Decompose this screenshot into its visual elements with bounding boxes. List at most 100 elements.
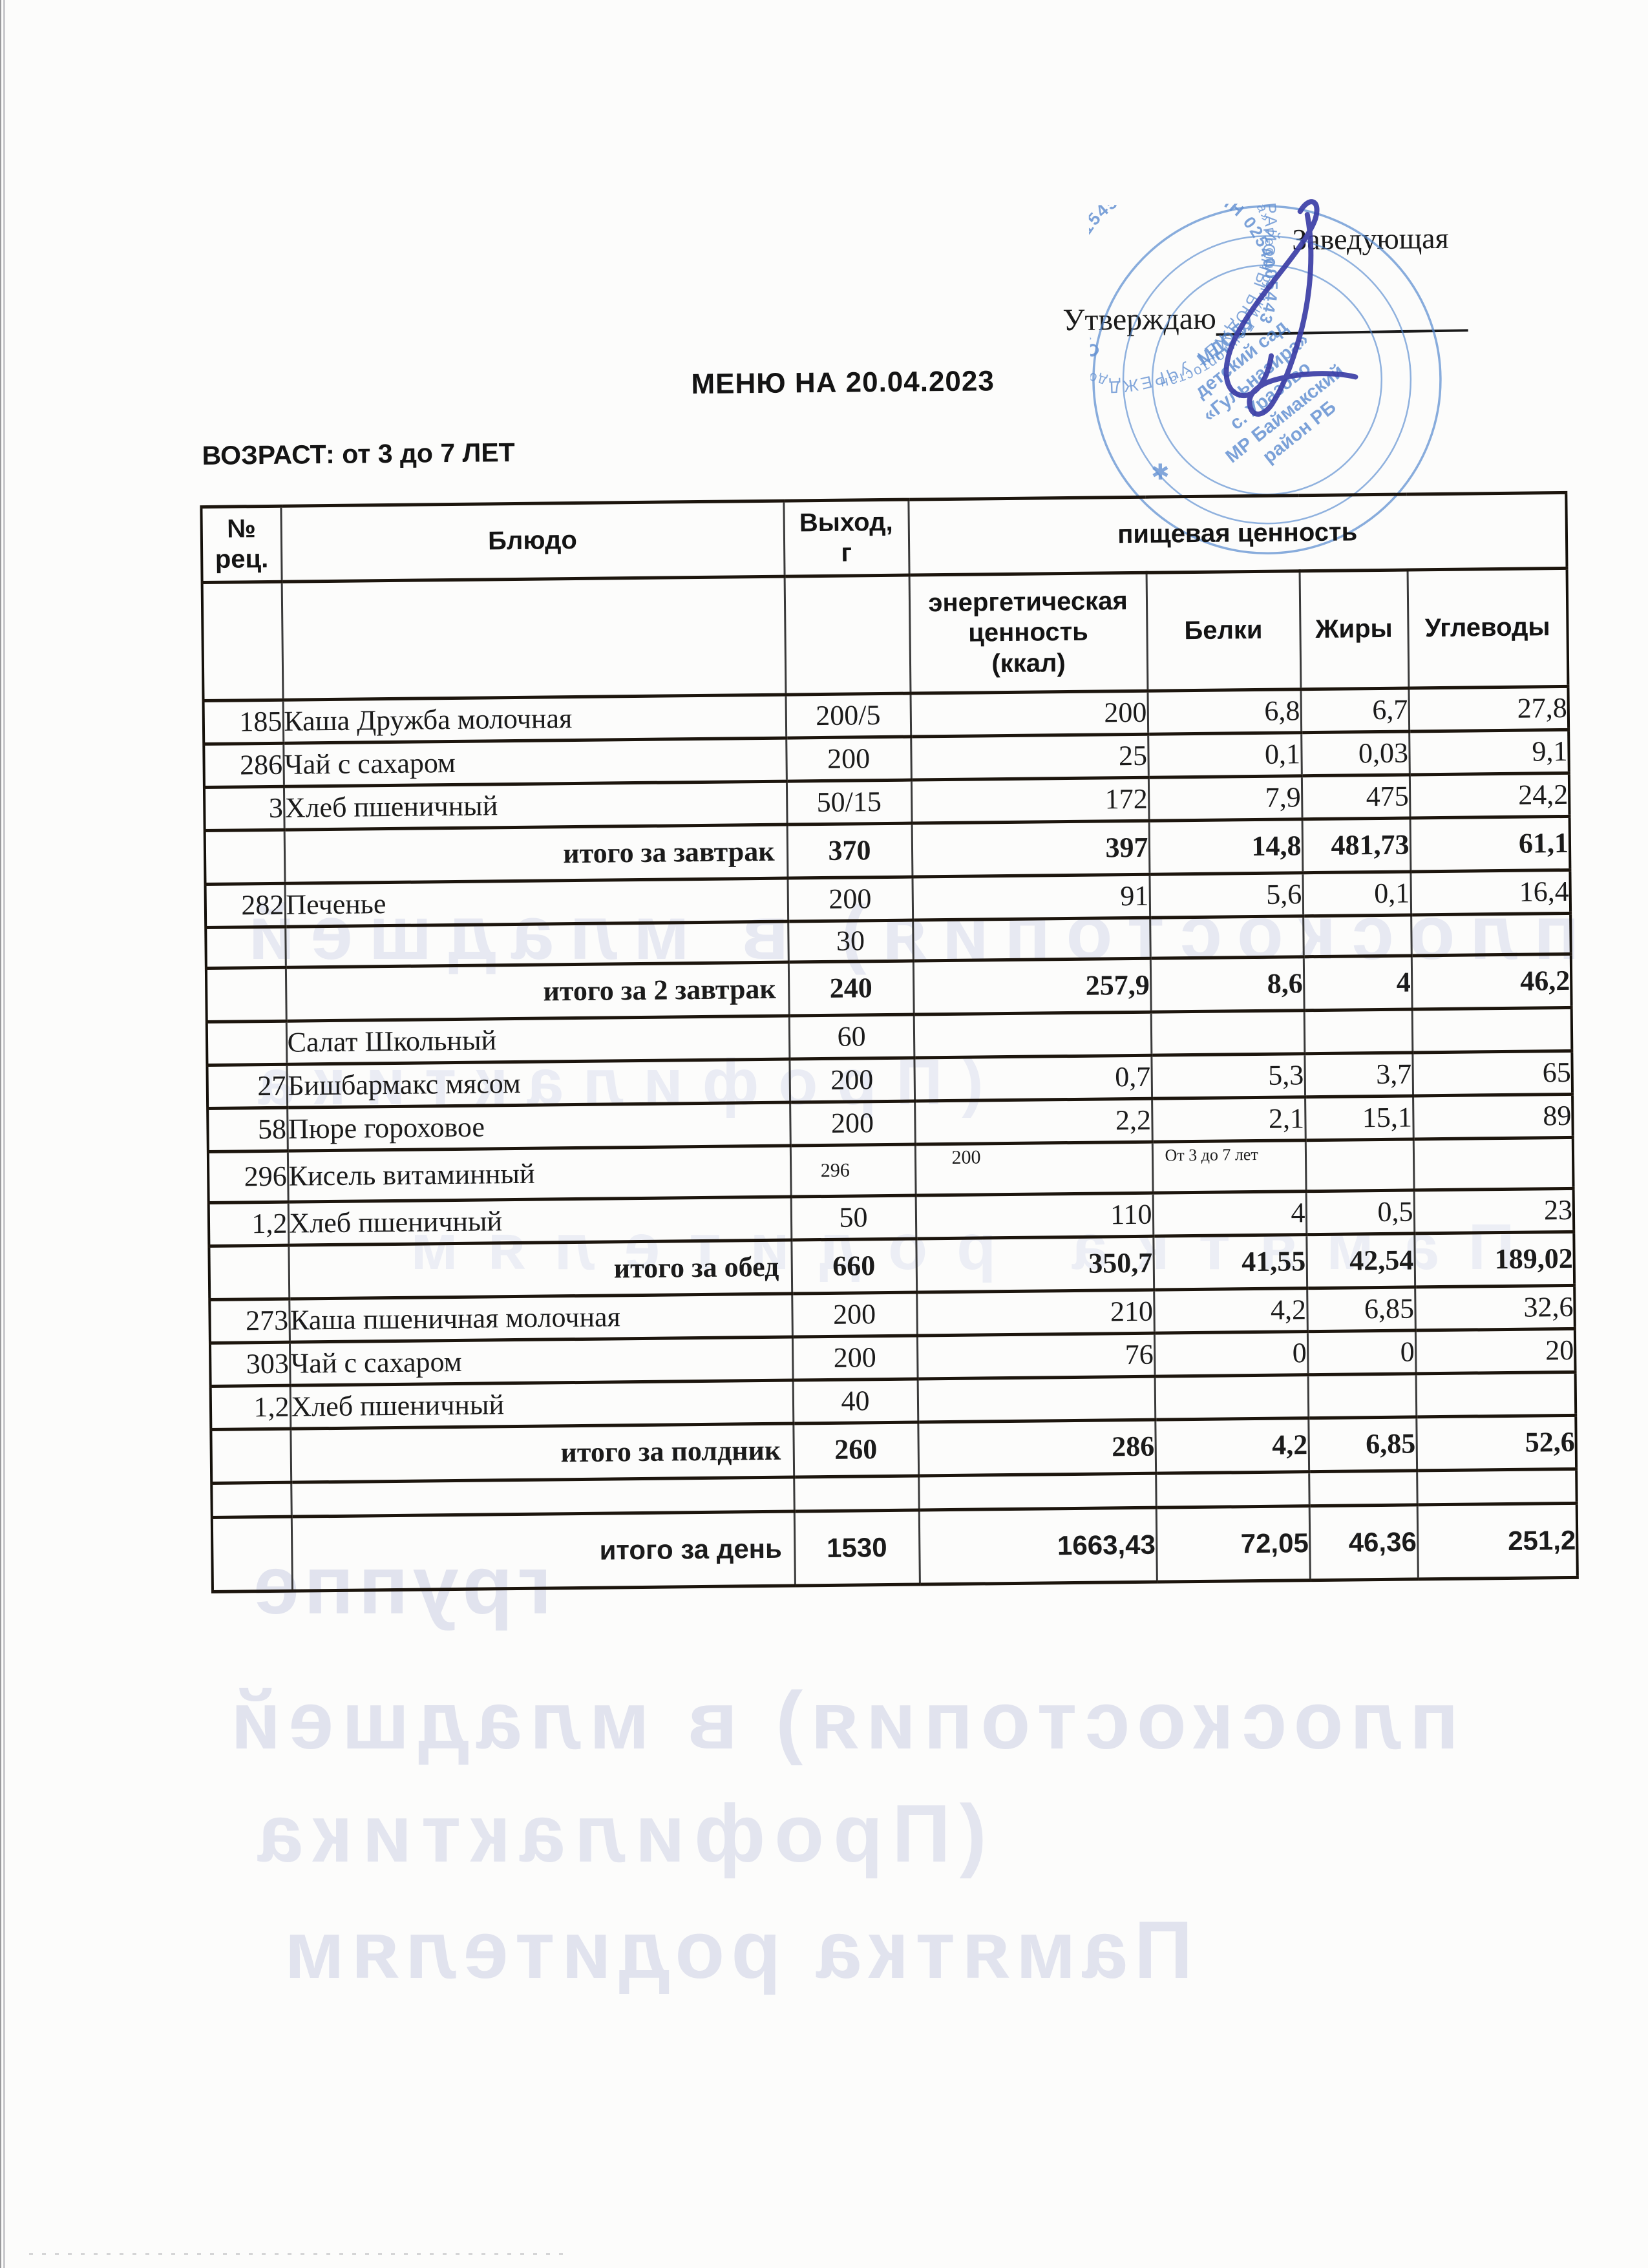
cell-dish-name: Кисель витаминный: [287, 1146, 791, 1202]
header-num-line1: №: [226, 514, 257, 543]
cell-carbs: 189,02: [1414, 1232, 1575, 1287]
cell-dish-name: итого за полдник: [290, 1423, 794, 1483]
cell-dish-name: итого за завтрак: [284, 824, 788, 884]
cell-recipe-number: 58: [207, 1108, 288, 1152]
cell-energy: 200: [914, 1142, 1153, 1196]
cell-recipe-number: 296: [207, 1151, 288, 1203]
cell-energy: 397: [911, 821, 1150, 877]
cell-dish-name: Пюре гороховое: [287, 1102, 790, 1151]
scan-edge-line: [0, 0, 1, 2268]
cell-dish-name: итого за обед: [288, 1240, 792, 1299]
cell-recipe-number: [206, 967, 286, 1022]
cell-carbs: 61,1: [1410, 816, 1570, 872]
cell-output: 50: [790, 1195, 916, 1241]
cell-energy: [917, 1376, 1156, 1423]
cell-carbs: 23: [1413, 1188, 1574, 1234]
cell-fat: 0,5: [1305, 1190, 1415, 1235]
header-out-line2: г: [841, 538, 852, 567]
cell-fat: [1303, 914, 1411, 957]
signature-stroke-2: [1247, 212, 1358, 417]
cell-carbs: 52,6: [1416, 1415, 1577, 1471]
cell-fat: 15,1: [1305, 1095, 1413, 1140]
signature-scribble: [1223, 199, 1358, 417]
cell-fat: 46,36: [1309, 1504, 1418, 1580]
cell-dish-name: Хлеб пшеничный: [288, 1197, 792, 1246]
cell-protein: 7,9: [1148, 775, 1302, 821]
cell-fat: 0: [1307, 1330, 1416, 1375]
header-energy-line3: (ккал): [991, 648, 1066, 678]
cell-energy: 210: [916, 1290, 1154, 1336]
cell-fat: 475: [1301, 774, 1410, 819]
cell-recipe-number: 27: [207, 1064, 288, 1109]
signature-stroke-1: [1223, 199, 1320, 399]
scan-bottom-artifacts: [29, 2253, 565, 2255]
table-header-row-1: № рец. Блюдо Выход, г пищевая ценность: [201, 492, 1567, 583]
round-stamp: БАШКОРТОСТАН РЕСПУБЛИКАҺЫ БАЙМАК РАЙОНЫ …: [1089, 202, 1442, 555]
cell-output: 200/5: [785, 693, 911, 739]
cell-carbs: [1411, 1007, 1572, 1053]
header-empty-2: [281, 576, 786, 700]
cell-protein: 4: [1152, 1191, 1307, 1237]
cell-carbs: [1415, 1372, 1576, 1417]
header-protein: Белки: [1146, 571, 1301, 691]
cell-energy: 91: [912, 874, 1150, 921]
header-empty-1: [202, 582, 283, 701]
cell-recipe-number: 273: [209, 1299, 290, 1343]
header-num-line2: рец.: [215, 544, 269, 574]
cell-dish-name: Салат Школьный: [286, 1016, 790, 1065]
header-energy: энергетическая ценность (ккал): [909, 572, 1148, 694]
cell-recipe-number: [206, 927, 286, 969]
cell-output: 296: [790, 1144, 916, 1197]
cell-protein: [1156, 1471, 1309, 1508]
menu-table: № рец. Блюдо Выход, г пищевая ценность: [200, 490, 1579, 1593]
cell-energy: [918, 1473, 1156, 1511]
cell-recipe-number: [211, 1482, 291, 1518]
cell-carbs: 89: [1413, 1094, 1573, 1139]
cell-protein: [1154, 1374, 1309, 1420]
cell-energy: [913, 918, 1150, 961]
cell-fat: [1304, 1009, 1413, 1054]
cell-output: 200: [792, 1336, 918, 1381]
header-out-line1: Выход,: [799, 507, 893, 538]
cell-carbs: 24,2: [1409, 773, 1570, 818]
header-fat: Жиры: [1299, 570, 1409, 689]
cell-energy: 25: [911, 734, 1148, 781]
scan-edge-line-light: [3, 0, 5, 2268]
header-recipe-number: № рец.: [201, 506, 282, 583]
cell-output: 200: [786, 737, 911, 782]
cell-recipe-number: 282: [205, 883, 286, 928]
cell-protein: 5,3: [1151, 1053, 1305, 1099]
cell-energy: 257,9: [913, 958, 1151, 1015]
cell-dish-name: итого за день: [291, 1511, 795, 1591]
cell-output: 240: [788, 961, 914, 1016]
cell-protein: 5,6: [1149, 872, 1304, 918]
cell-output: 40: [792, 1379, 918, 1424]
cell-energy: 286: [918, 1420, 1156, 1476]
cell-protein: 0,1: [1148, 732, 1302, 778]
cell-energy: 76: [916, 1333, 1155, 1380]
stamp-inner-circle: [1151, 264, 1383, 496]
cell-recipe-number: 286: [204, 743, 284, 788]
cell-energy: 1663,43: [918, 1507, 1157, 1584]
cell-protein: 72,05: [1156, 1506, 1310, 1582]
cell-recipe-number: 3: [204, 786, 284, 831]
cell-fat: 6,7: [1300, 688, 1410, 733]
cell-dish-name: Хлеб пшеничный: [283, 781, 787, 830]
cell-protein: 6,8: [1147, 689, 1302, 735]
cell-recipe-number: [211, 1517, 292, 1592]
cell-dish-name: Хлеб пшеничный: [290, 1380, 794, 1429]
menu-row-grand: итого за день 1530 1663,43 72,05 46,36 251,2: [211, 1503, 1578, 1592]
cell-recipe-number: 1,2: [208, 1202, 289, 1246]
cell-protein: От 3 до 7 лет: [1152, 1140, 1306, 1193]
cell-fat: [1305, 1139, 1414, 1192]
cell-carbs: 65: [1412, 1051, 1573, 1096]
cell-carbs: 16,4: [1410, 870, 1571, 915]
header-dish: Блюдо: [280, 501, 785, 582]
cell-energy: 0,7: [914, 1055, 1152, 1102]
cell-fat: 6,85: [1308, 1416, 1417, 1472]
cell-fat: 0,03: [1301, 731, 1410, 776]
cell-carbs: [1413, 1137, 1574, 1190]
cell-recipe-number: 1,2: [210, 1385, 291, 1430]
cell-output: 660: [791, 1239, 917, 1294]
